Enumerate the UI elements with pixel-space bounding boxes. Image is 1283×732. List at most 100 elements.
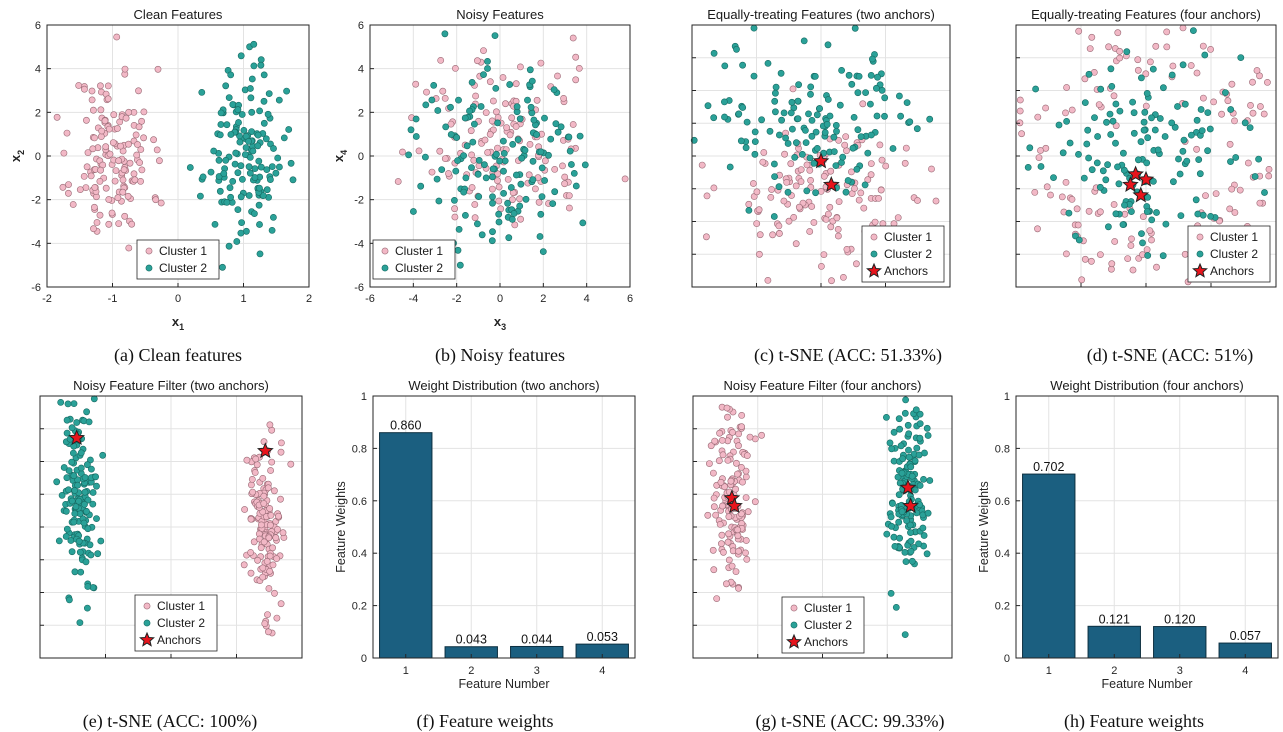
data-point bbox=[227, 193, 234, 201]
data-point bbox=[1231, 117, 1238, 125]
cluster-1-points bbox=[53, 33, 165, 252]
data-point bbox=[1237, 54, 1245, 61]
data-point bbox=[1107, 131, 1115, 138]
data-point bbox=[507, 184, 515, 191]
data-point bbox=[220, 170, 228, 177]
data-point bbox=[84, 149, 92, 156]
data-point bbox=[84, 461, 91, 469]
data-point bbox=[480, 161, 488, 169]
caption-d: (d) t-SNE (ACC: 51%) bbox=[1087, 345, 1253, 366]
data-point bbox=[1096, 183, 1104, 191]
data-point bbox=[1068, 106, 1076, 114]
data-point bbox=[69, 201, 77, 208]
data-point bbox=[270, 487, 278, 495]
data-point bbox=[848, 80, 856, 88]
data-point bbox=[437, 57, 445, 64]
data-point bbox=[824, 96, 832, 103]
data-point bbox=[733, 45, 740, 53]
data-point bbox=[1257, 103, 1264, 110]
data-point bbox=[505, 234, 513, 242]
data-point bbox=[265, 534, 273, 542]
data-point bbox=[71, 568, 79, 576]
data-point bbox=[790, 213, 798, 221]
data-point bbox=[412, 115, 420, 123]
data-point bbox=[704, 102, 712, 110]
data-point bbox=[1078, 276, 1086, 284]
cluster-2-points bbox=[883, 396, 934, 638]
data-point bbox=[841, 141, 849, 149]
data-point bbox=[1095, 101, 1103, 108]
data-point bbox=[269, 544, 276, 552]
data-point bbox=[869, 55, 876, 63]
data-point bbox=[928, 165, 935, 173]
legend-marker-cluster1 bbox=[145, 247, 153, 255]
data-point bbox=[277, 448, 285, 456]
data-point bbox=[119, 188, 127, 196]
data-point bbox=[1169, 62, 1177, 70]
data-point bbox=[496, 157, 503, 165]
data-point bbox=[1163, 28, 1171, 36]
data-point bbox=[1035, 154, 1043, 161]
data-point bbox=[263, 166, 271, 173]
data-point bbox=[1065, 209, 1073, 217]
data-point bbox=[1026, 144, 1034, 152]
data-point bbox=[77, 449, 85, 457]
data-point bbox=[255, 184, 263, 192]
data-point bbox=[1245, 159, 1252, 167]
data-point bbox=[471, 214, 479, 222]
data-point bbox=[259, 192, 267, 199]
data-point bbox=[516, 195, 523, 203]
data-point bbox=[854, 126, 862, 134]
data-point bbox=[1180, 136, 1188, 144]
data-point bbox=[551, 165, 559, 173]
data-point bbox=[128, 220, 136, 228]
data-point bbox=[832, 162, 840, 169]
data-point bbox=[721, 483, 728, 491]
data-point bbox=[895, 491, 903, 499]
legend-marker-anchor bbox=[786, 633, 802, 649]
legend-label-cluster1: Cluster 1 bbox=[1210, 230, 1258, 244]
data-point bbox=[559, 162, 566, 170]
data-point bbox=[565, 133, 573, 141]
data-point bbox=[1143, 159, 1151, 167]
data-point bbox=[524, 96, 531, 104]
data-point bbox=[883, 530, 891, 538]
data-point bbox=[264, 628, 272, 636]
legend-label-cluster1: Cluster 1 bbox=[157, 599, 205, 613]
data-point bbox=[441, 95, 449, 102]
data-point bbox=[775, 183, 783, 191]
data-point bbox=[888, 522, 895, 530]
data-point bbox=[81, 500, 88, 508]
data-point bbox=[867, 131, 875, 139]
data-point bbox=[467, 127, 475, 135]
data-point bbox=[874, 73, 881, 81]
data-point bbox=[247, 569, 255, 577]
data-point bbox=[447, 120, 455, 128]
data-point bbox=[1123, 48, 1131, 56]
data-point bbox=[713, 595, 721, 602]
caption-a: (a) Clean features bbox=[114, 345, 242, 366]
data-point bbox=[703, 233, 710, 241]
data-point bbox=[222, 156, 230, 164]
data-point bbox=[715, 457, 723, 465]
data-point bbox=[536, 233, 544, 240]
data-point bbox=[250, 62, 258, 70]
data-point bbox=[247, 94, 255, 102]
data-point bbox=[1112, 210, 1120, 218]
x-tick-label: 1 bbox=[403, 665, 409, 677]
data-point bbox=[776, 230, 783, 237]
data-point bbox=[881, 94, 889, 102]
legend-label-cluster2: Cluster 2 bbox=[157, 616, 205, 630]
data-point bbox=[57, 398, 65, 406]
data-point bbox=[867, 171, 875, 179]
data-point bbox=[251, 174, 259, 181]
data-point bbox=[227, 71, 235, 79]
data-point bbox=[717, 478, 725, 486]
data-point bbox=[60, 149, 68, 157]
data-point bbox=[219, 263, 226, 271]
data-point bbox=[894, 214, 902, 221]
data-point bbox=[247, 515, 255, 523]
data-point bbox=[835, 198, 843, 205]
data-point bbox=[808, 117, 816, 124]
data-point bbox=[772, 108, 779, 116]
